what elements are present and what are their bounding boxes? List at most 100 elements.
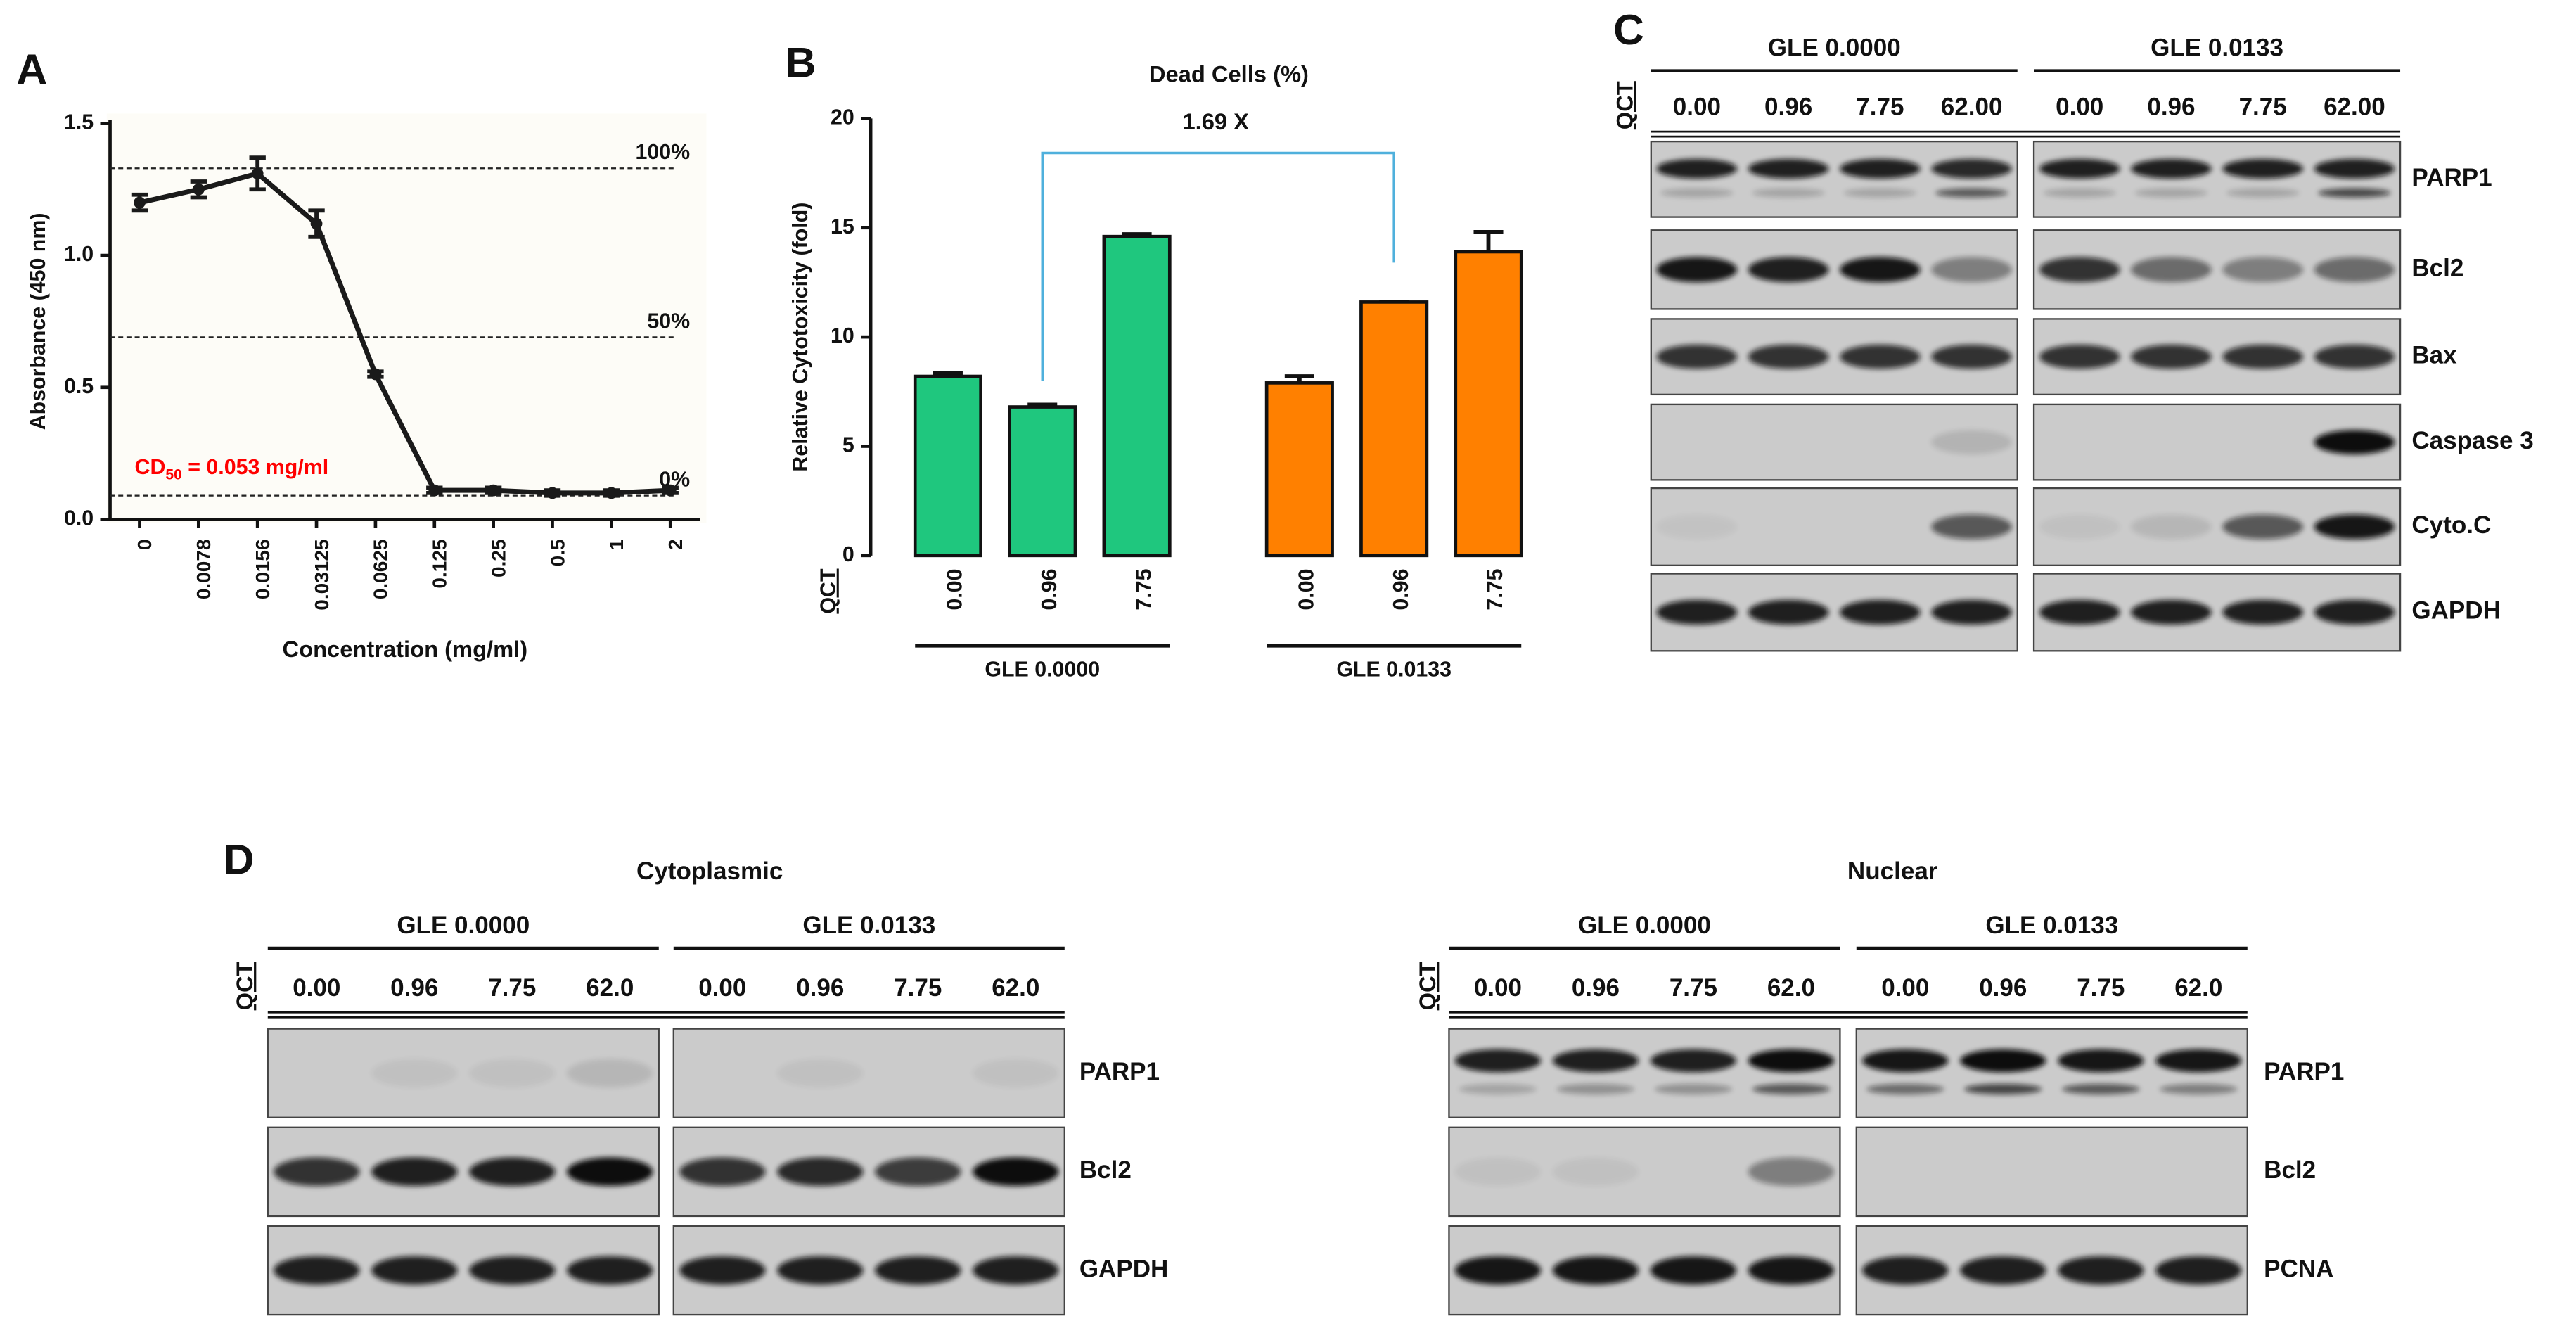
- band: [973, 1059, 1059, 1087]
- lane-label: 0.96: [796, 974, 844, 1002]
- band: [371, 1059, 458, 1087]
- band: [567, 1059, 653, 1087]
- band: [2043, 188, 2116, 198]
- band: [1748, 1157, 1835, 1187]
- band: [1843, 188, 1916, 198]
- x-tick-label: 0.96: [1390, 569, 1413, 611]
- group-label: GLE 0.0000: [1578, 912, 1711, 939]
- band: [1931, 158, 2012, 179]
- band: [1748, 1049, 1835, 1073]
- x-tick-label: 0.00: [1295, 569, 1319, 611]
- band: [2155, 1049, 2242, 1073]
- category-label: QCT: [817, 568, 840, 614]
- band: [679, 1157, 766, 1187]
- band: [2039, 257, 2120, 283]
- x-tick-label: 0.03125: [311, 539, 333, 610]
- protein-label: Bcl2: [1079, 1156, 1132, 1184]
- band: [2222, 599, 2303, 625]
- protein-label: PCNA: [2264, 1255, 2333, 1282]
- panel-label: C: [1613, 6, 1644, 53]
- protein-label: Bcl2: [2264, 1156, 2316, 1184]
- band: [1656, 514, 1738, 540]
- y-tick-label: 1.0: [64, 243, 94, 266]
- y-tick-label: 5: [842, 433, 854, 456]
- group-label: GLE 0.0000: [397, 912, 530, 939]
- data-point: [192, 183, 205, 196]
- y-axis-label: Absorbance (450 nm): [27, 213, 50, 430]
- band: [1840, 344, 1921, 369]
- group-label: GLE 0.0000: [985, 658, 1100, 681]
- data-point: [369, 368, 382, 381]
- band: [875, 1256, 961, 1285]
- group-label: GLE 0.0000: [1768, 34, 1901, 62]
- lane-label: 0.00: [1673, 94, 1721, 121]
- band: [1748, 1256, 1835, 1285]
- x-tick-label: 0.5: [546, 539, 568, 566]
- data-point: [487, 484, 500, 497]
- band: [973, 1157, 1059, 1187]
- x-tick-label: 1: [605, 539, 627, 550]
- x-tick-label: 7.75: [1132, 568, 1155, 610]
- band: [1650, 1049, 1737, 1073]
- band: [2039, 599, 2120, 625]
- band: [2062, 1083, 2140, 1094]
- bracket: [1041, 151, 1395, 381]
- band: [1552, 1256, 1639, 1285]
- lane-label: 0.96: [2147, 94, 2195, 121]
- lane-label: 0.00: [293, 974, 340, 1002]
- blot-strip: [1855, 1028, 2248, 1118]
- group-label: GLE 0.0133: [802, 912, 935, 939]
- band: [567, 1157, 653, 1187]
- band: [1960, 1256, 2046, 1285]
- y-tick-label: 10: [831, 324, 854, 347]
- y-tick-label: 20: [831, 106, 854, 129]
- blot-strip: [1448, 1028, 1841, 1118]
- band: [1660, 188, 1734, 198]
- lane-label: 7.75: [2239, 94, 2287, 121]
- blot-strip: [1650, 140, 2018, 218]
- band: [1454, 1157, 1542, 1187]
- x-tick-label: 0.25: [487, 539, 509, 577]
- band: [1656, 158, 1738, 179]
- lane-title: QCT: [1611, 81, 1637, 129]
- band: [1931, 430, 2012, 454]
- band: [2039, 514, 2120, 540]
- x-tick-label: 0.0625: [370, 539, 392, 599]
- annotation-suffix: = 0.053 mg/ml: [182, 456, 328, 479]
- band: [1840, 257, 1921, 283]
- blot-title: Nuclear: [1847, 857, 1938, 885]
- lane-label: 62.0: [992, 974, 1039, 1002]
- x-tick-label: 0.96: [1038, 569, 1061, 611]
- y-tick-label: 0.5: [64, 375, 94, 398]
- band: [2058, 1256, 2144, 1285]
- data-point: [428, 484, 441, 497]
- protein-label: Caspase 3: [2411, 427, 2533, 454]
- band: [2131, 599, 2212, 625]
- lane-label: 7.75: [1670, 974, 1717, 1002]
- band: [2314, 257, 2395, 283]
- x-tick-label: 7.75: [1484, 568, 1507, 610]
- chart-title: Dead Cells (%): [1149, 60, 1309, 87]
- band: [2222, 344, 2303, 369]
- band: [1752, 1083, 1830, 1094]
- band: [2039, 158, 2120, 179]
- panel-label: B: [786, 39, 816, 87]
- lane-label: 62.0: [2174, 974, 2222, 1002]
- band: [1650, 1256, 1737, 1285]
- band: [469, 1059, 556, 1087]
- lane-label: 0.96: [390, 974, 438, 1002]
- x-tick-label: 0.0156: [252, 539, 274, 599]
- band: [973, 1256, 1059, 1285]
- band: [875, 1157, 961, 1187]
- x-tick-label: 0.0078: [193, 539, 214, 599]
- band: [1556, 1083, 1634, 1094]
- panel-label: A: [16, 45, 47, 93]
- y-tick-label: 15: [831, 215, 854, 238]
- band: [1748, 599, 1829, 625]
- band: [2314, 514, 2395, 540]
- annotation: CD50 = 0.053 mg/ml: [135, 456, 329, 483]
- band: [2131, 257, 2212, 283]
- reference-label: 100%: [636, 141, 691, 164]
